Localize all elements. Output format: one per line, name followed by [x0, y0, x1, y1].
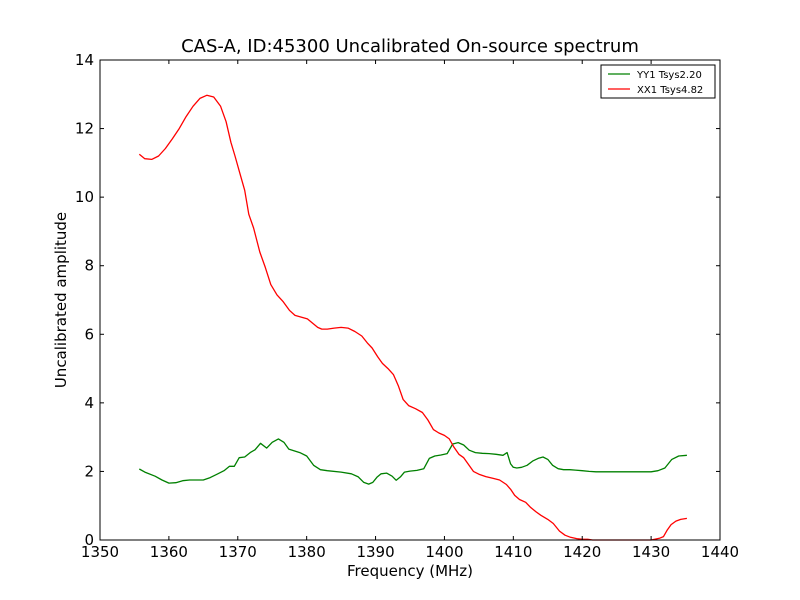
y-tick-label: 8 [84, 257, 94, 275]
y-tick-label: 2 [84, 462, 94, 480]
x-tick-label: 1350 [81, 543, 119, 561]
x-tick-label: 1440 [701, 543, 739, 561]
x-tick-label: 1430 [632, 543, 670, 561]
x-tick-label: 1400 [425, 543, 463, 561]
x-tick-label: 1370 [219, 543, 257, 561]
x-tick-label: 1390 [356, 543, 394, 561]
legend: YY1 Tsys2.20 XX1 Tsys4.82 [600, 64, 716, 99]
legend-label-yy1: YY1 Tsys2.20 [636, 70, 702, 81]
x-tick-label: 1410 [494, 543, 532, 561]
plot-lines [138, 94, 688, 541]
x-tick-label: 1360 [150, 543, 188, 561]
y-tick-label: 0 [84, 531, 94, 549]
legend-box [600, 64, 716, 99]
plot-frame [99, 59, 721, 541]
y-tick-label: 12 [75, 120, 94, 138]
y-tick-label: 14 [75, 51, 94, 69]
axis-ticks: 1350 1360 1370 1380 1390 1400 1410 1420 1430 1440… [75, 51, 739, 561]
y-axis-label: Uncalibrated amplitude [52, 212, 70, 388]
series-line-yy1 [138, 438, 687, 485]
chart-title: CAS-A, ID:45300 Uncalibrated On-source s… [181, 36, 639, 57]
y-tick-label: 10 [75, 188, 94, 206]
y-tick-label: 6 [84, 325, 94, 343]
x-tick-label: 1420 [563, 543, 601, 561]
legend-label-xx1: XX1 Tsys4.82 [637, 85, 703, 96]
series-line-xx1 [138, 94, 688, 541]
x-axis-label: Frequency (MHz) [347, 562, 473, 580]
y-tick-label: 4 [84, 394, 94, 412]
x-tick-label: 1380 [288, 543, 326, 561]
